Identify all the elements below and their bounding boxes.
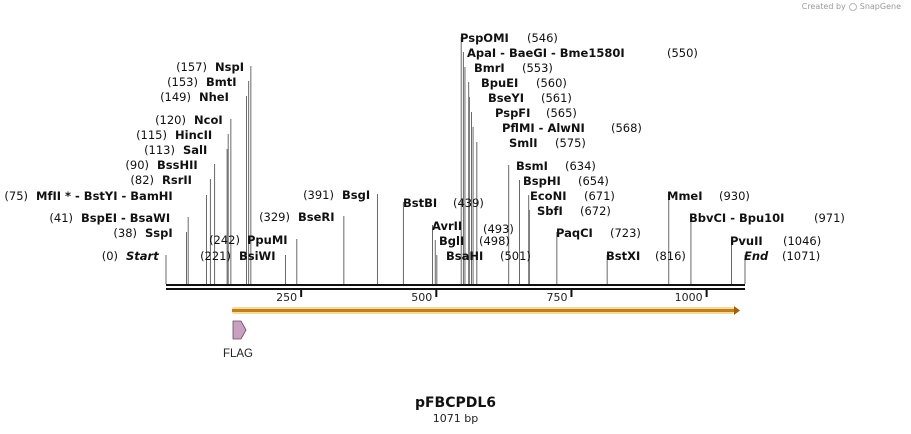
flag-feature[interactable] <box>232 320 247 340</box>
site-name[interactable]: EcoNI <box>530 189 566 203</box>
site-position: (1071) <box>782 249 820 263</box>
site-position: (575) <box>555 136 586 150</box>
site-name[interactable]: BmtI <box>206 75 237 89</box>
site-position: (391) <box>303 188 334 202</box>
site-position: (654) <box>578 174 609 188</box>
ruler-tick-label: 500 <box>411 291 432 304</box>
site-name[interactable]: BstBI <box>403 196 437 210</box>
site-position: (816) <box>655 249 686 263</box>
site-position: (242) <box>209 233 240 247</box>
site-position: (90) <box>125 158 149 172</box>
site-position: (82) <box>130 173 154 187</box>
site-name[interactable]: PvuII <box>730 234 763 248</box>
site-position: (498) <box>479 234 510 248</box>
ruler-tick-label: 250 <box>276 291 297 304</box>
site-lines <box>165 37 746 284</box>
site-name[interactable]: MfII * - BstYI - BamHI <box>36 189 173 203</box>
site-position: (0) <box>102 249 118 263</box>
site-position: (1046) <box>783 234 821 248</box>
site-name[interactable]: BbvCI - Bpu10I <box>689 211 784 225</box>
site-position: (550) <box>667 46 698 60</box>
ruler-tick <box>300 290 303 297</box>
site-position: (560) <box>536 76 567 90</box>
plasmid-name: pFBCPDL6 <box>414 395 497 411</box>
site-name[interactable]: End <box>744 249 769 263</box>
feature-label: FLAG <box>223 348 253 360</box>
site-name[interactable]: BseRI <box>298 210 335 224</box>
site-position: (157) <box>176 60 207 74</box>
site-name[interactable]: NheI <box>199 90 229 104</box>
site-position: (115) <box>136 128 167 142</box>
site-name[interactable]: BsaHI <box>446 249 483 263</box>
ruler: 250 500 750 1000 <box>276 290 708 304</box>
site-name[interactable]: BsgI <box>342 188 370 202</box>
site-position: (546) <box>527 31 558 45</box>
ruler-tick-label: 750 <box>546 291 567 304</box>
site-name[interactable]: PflMI - AlwNI <box>502 121 585 135</box>
site-position: (113) <box>144 143 175 157</box>
site-name[interactable]: AvrII <box>432 219 462 233</box>
site-name[interactable]: BsiWI <box>239 249 276 263</box>
site-position: (329) <box>259 210 290 224</box>
site-position: (671) <box>584 189 615 203</box>
site-name[interactable]: BspHI <box>523 174 561 188</box>
orf-arrow <box>232 306 740 315</box>
site-name[interactable]: MmeI <box>667 189 703 203</box>
site-name[interactable]: BmrI <box>474 61 505 75</box>
site-position: (501) <box>500 249 531 263</box>
site-name[interactable]: SmlI <box>509 136 538 150</box>
site-name[interactable]: PspFI <box>495 106 530 120</box>
site-position: (634) <box>565 159 596 173</box>
site-position: (565) <box>546 106 577 120</box>
site-name[interactable]: BseYI <box>488 91 524 105</box>
credit: Created by SnapGene <box>802 2 901 11</box>
site-name[interactable]: RsrII <box>162 173 192 187</box>
ruler-tick <box>570 290 573 297</box>
site-name[interactable]: Start <box>126 249 159 263</box>
credit-text: Created by <box>801 2 846 11</box>
site-position: (493) <box>483 222 514 236</box>
site-position: (568) <box>611 121 642 135</box>
site-name[interactable]: SspI <box>145 226 173 240</box>
ruler-tick <box>705 290 708 297</box>
site-position: (75) <box>4 189 28 203</box>
site-name[interactable]: PspOMI <box>460 31 509 45</box>
site-position: (930) <box>719 189 750 203</box>
site-name[interactable]: SalI <box>183 143 207 157</box>
site-name[interactable]: BglI <box>439 234 464 248</box>
site-position: (971) <box>814 211 845 225</box>
site-name[interactable]: BpuEI <box>481 76 518 90</box>
site-position: (41) <box>49 211 73 225</box>
plasmid-size: 1071 bp <box>432 412 479 425</box>
site-name[interactable]: BssHII <box>157 158 198 172</box>
site-position: (153) <box>167 75 198 89</box>
site-name[interactable]: BstXI <box>606 249 640 263</box>
snapgene-logo-icon <box>848 2 857 11</box>
site-position: (38) <box>113 226 137 240</box>
site-name[interactable]: BsmI <box>516 159 548 173</box>
credit-brand: SnapGene <box>859 2 901 11</box>
site-labels: Start (0) SspI (38)BspEI - BsaWI (41) MfII * … <box>4 31 845 263</box>
site-position: (672) <box>580 204 611 218</box>
site-position: (723) <box>610 226 641 240</box>
site-position: (120) <box>155 113 186 127</box>
site-position: (561) <box>541 91 572 105</box>
site-name[interactable]: SbfI <box>537 204 563 218</box>
site-name[interactable]: NcoI <box>194 113 223 127</box>
site-name[interactable]: BspEI - BsaWI <box>81 211 170 225</box>
site-name[interactable]: ApaI - BaeGI - Bme1580I <box>467 46 625 60</box>
ruler-tick-label: 1000 <box>675 291 703 304</box>
site-name[interactable]: NspI <box>215 60 244 74</box>
site-name[interactable]: PpuMI <box>247 233 288 247</box>
site-name[interactable]: HincII <box>175 128 212 142</box>
site-name[interactable]: PaqCI <box>556 226 593 240</box>
site-position: (553) <box>522 61 553 75</box>
site-position: (149) <box>160 90 191 104</box>
backbone <box>166 284 745 290</box>
site-position: (221) <box>200 249 231 263</box>
ruler-tick <box>435 290 438 297</box>
site-position: (439) <box>453 196 484 210</box>
